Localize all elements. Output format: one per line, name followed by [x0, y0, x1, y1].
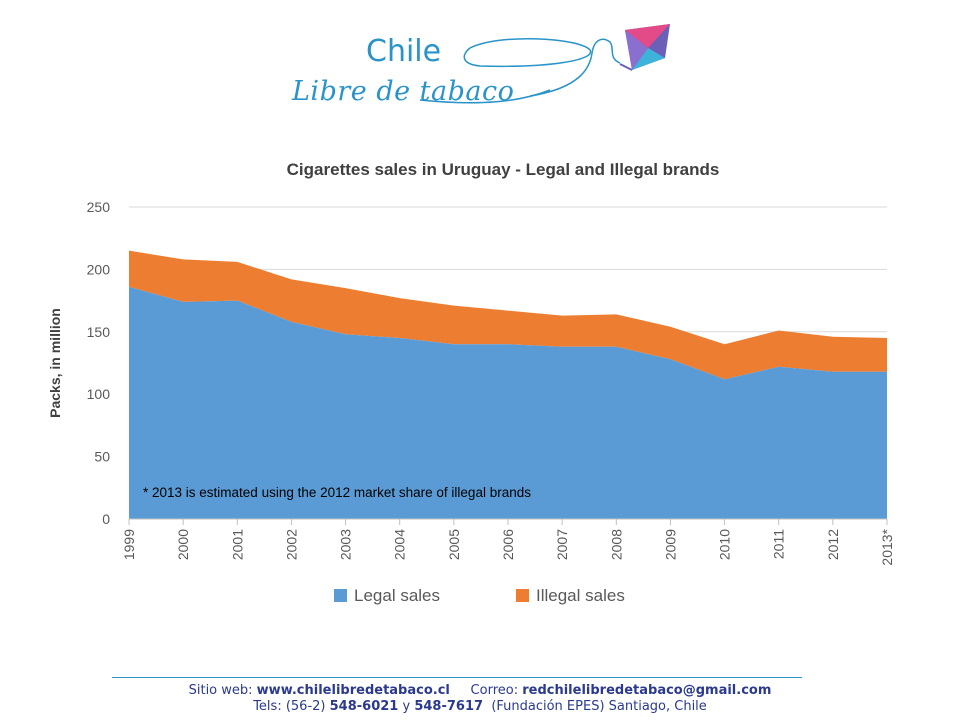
footer-line-1: Sitio web: www.chilelibredetabaco.cl Cor…	[0, 683, 960, 699]
footer-web-link[interactable]: www.chilelibredetabaco.cl	[256, 683, 450, 698]
series-area-illegal-sales	[129, 250, 887, 380]
chart-title: Cigarettes sales in Uruguay - Legal and …	[287, 160, 720, 179]
x-tick-label: 2010	[717, 529, 733, 560]
x-tick-label: 2006	[500, 529, 516, 560]
y-tick-label: 200	[87, 261, 111, 277]
x-tick-label: 2008	[608, 529, 624, 560]
series-area-legal-sales	[129, 286, 887, 519]
x-tick-label: 1999	[121, 529, 137, 560]
logo: Chile Libre de tabaco	[280, 18, 680, 108]
x-tick-label: 2004	[392, 529, 408, 560]
x-tick-label: 2000	[175, 529, 191, 560]
x-tick-label: 2007	[554, 529, 570, 560]
footer-mail-link[interactable]: redchilelibredetabaco@gmail.com	[522, 683, 772, 698]
area-chart: 1999 2000 2001 2002 2003 2004 2005 2006 2007 2008…	[47, 160, 895, 605]
footer-tel-sep: y	[402, 699, 411, 714]
footer-web-label: Sitio web:	[188, 683, 253, 698]
footer-tel-label: Tels: (56-2)	[253, 699, 326, 714]
footer-tel-rest: (Fundación EPES) Santiago, Chile	[491, 699, 707, 714]
x-tick-label: 2013*	[879, 528, 895, 565]
y-tick-label: 50	[94, 449, 110, 465]
y-tick-label: 0	[102, 511, 110, 527]
kite-logo-icon	[419, 24, 670, 104]
logo-tagline: Libre de tabaco	[292, 76, 515, 107]
y-tick-label: 100	[87, 386, 111, 402]
footer-tel-2: 548-7617	[414, 699, 484, 714]
legend-swatch-legal	[334, 589, 347, 602]
footer-divider	[112, 677, 802, 678]
x-tick-label: 2009	[662, 529, 678, 560]
x-tick-label: 2003	[338, 529, 354, 560]
logo-wordmark: Chile	[366, 34, 442, 69]
y-axis-label: Packs, in million	[47, 308, 63, 418]
x-tick-label: 2005	[446, 529, 462, 560]
footer: Sitio web: www.chilelibredetabaco.cl Cor…	[0, 683, 960, 715]
footer-mail-label: Correo:	[470, 683, 519, 698]
legend-label-illegal: Illegal sales	[536, 586, 625, 605]
footer-line-2: Tels: (56-2) 548-6021 y 548-7617 (Fundac…	[0, 699, 960, 715]
x-tick-label: 2011	[771, 529, 787, 559]
y-tick-label: 150	[87, 324, 111, 340]
footer-tel-1: 548-6021	[329, 699, 399, 714]
y-tick-label: 250	[87, 199, 111, 215]
chart-annotation: * 2013 is estimated using the 2012 marke…	[143, 485, 531, 500]
x-tick-label: 2001	[229, 529, 245, 560]
x-tick-label: 2012	[825, 529, 841, 560]
legend-swatch-illegal	[516, 589, 529, 602]
legend-label-legal: Legal sales	[354, 586, 440, 605]
x-tick-label: 2002	[283, 529, 299, 560]
